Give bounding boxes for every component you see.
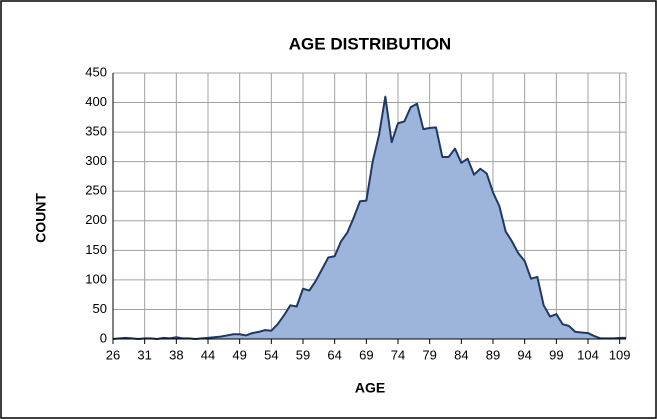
x-tick-label: 104: [577, 347, 599, 362]
x-tick-label: 69: [359, 347, 373, 362]
y-tick-label: 150: [85, 242, 107, 257]
x-tick-label: 38: [169, 347, 183, 362]
x-tick-label: 94: [517, 347, 531, 362]
x-tick-label: 74: [391, 347, 405, 362]
x-tick-label: 59: [296, 347, 310, 362]
x-tick-label: 79: [422, 347, 436, 362]
x-tick-label: 54: [264, 347, 278, 362]
y-tick-label: 400: [85, 94, 107, 109]
chart-title: AGE DISTRIBUTION: [289, 34, 451, 53]
y-tick-label: 0: [100, 330, 107, 345]
y-tick-label: 250: [85, 183, 107, 198]
y-tick-label: 450: [85, 64, 107, 79]
x-tick-label: 26: [106, 347, 120, 362]
x-tick-label: 31: [137, 347, 151, 362]
y-tick-label: 100: [85, 271, 107, 286]
x-tick-label: 49: [232, 347, 246, 362]
x-tick-label: 99: [549, 347, 563, 362]
y-tick-label: 200: [85, 212, 107, 227]
y-tick-label: 50: [93, 301, 107, 316]
y-tick-label: 300: [85, 153, 107, 168]
x-tick-label: 109: [609, 347, 631, 362]
y-axis-label: COUNT: [33, 193, 49, 243]
x-axis-label: AGE: [355, 380, 385, 396]
x-tick-label: 89: [486, 347, 500, 362]
x-tick-label: 84: [454, 347, 468, 362]
area: [113, 96, 626, 340]
x-tick-label: 64: [327, 347, 341, 362]
x-tick-label: 44: [201, 347, 215, 362]
y-tick-label: 350: [85, 124, 107, 139]
